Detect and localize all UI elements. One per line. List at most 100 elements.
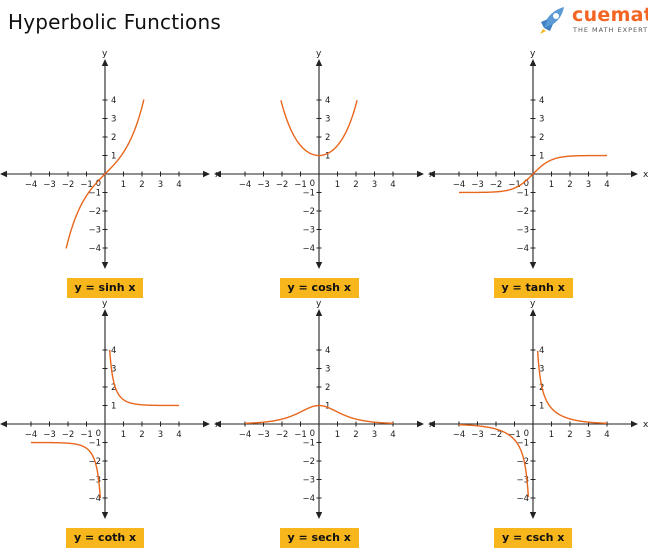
y-arrow-down-icon: [101, 512, 109, 519]
cuemath-logo: cuemath THE MATH EXPERT: [535, 3, 648, 39]
coth-curve-2: [109, 349, 179, 407]
y-tick-label: 3: [325, 115, 330, 125]
y-tick-label: 3: [539, 115, 544, 125]
x-axis-label: x: [643, 170, 648, 180]
x-tick-label: −4: [239, 180, 252, 190]
y-tick-label: 1: [539, 402, 544, 412]
y-tick-label: −2: [88, 207, 101, 217]
x-tick-label: −1: [508, 180, 521, 190]
y-arrow-down-icon: [529, 262, 537, 269]
x-tick-label: 1: [549, 430, 554, 440]
x-tick-label: 4: [604, 180, 609, 190]
y-tick-label: 2: [539, 133, 544, 143]
page-title: Hyperbolic Functions: [8, 10, 221, 34]
x-tick-label: −1: [294, 430, 307, 440]
y-arrow-up-icon: [529, 309, 537, 316]
x-tick-label: 3: [158, 430, 163, 440]
y-tick-label: 1: [111, 402, 116, 412]
y-tick-label: 4: [325, 346, 330, 356]
x-tick-label: −4: [25, 430, 38, 440]
x-axis-label: x: [643, 420, 648, 430]
x-arrow-left-icon: [0, 170, 7, 178]
y-arrow-up-icon: [315, 309, 323, 316]
cosh-curve-1: [280, 100, 358, 157]
x-arrow-left-icon: [214, 170, 221, 178]
x-arrow-left-icon: [428, 420, 435, 428]
y-arrow-up-icon: [101, 59, 109, 66]
y-tick-label: 1: [325, 152, 330, 162]
x-tick-label: −3: [471, 180, 484, 190]
csch-label: y = csch x: [494, 528, 573, 548]
y-axis-label: y: [102, 299, 108, 309]
y-tick-label: −1: [516, 189, 529, 199]
x-tick-label: −2: [276, 180, 289, 190]
csch-curve-2: [536, 350, 608, 425]
x-tick-label: 1: [335, 430, 340, 440]
y-axis-label: y: [530, 299, 536, 309]
x-tick-label: −2: [62, 180, 75, 190]
y-tick-label: −1: [302, 189, 315, 199]
logo-tagline: THE MATH EXPERT: [573, 26, 648, 34]
y-tick-label: −3: [88, 226, 101, 236]
csch-curve-1: [458, 423, 530, 498]
y-tick-label: 3: [539, 365, 544, 375]
origin-label: 0: [310, 179, 315, 189]
y-tick-label: −1: [516, 439, 529, 449]
sinh-curve-1: [65, 99, 145, 249]
y-tick-label: −4: [302, 244, 315, 254]
y-arrow-down-icon: [101, 262, 109, 269]
x-tick-label: 1: [121, 180, 126, 190]
x-tick-label: 2: [353, 180, 358, 190]
y-tick-label: 2: [111, 133, 116, 143]
y-tick-label: −2: [516, 457, 529, 467]
y-arrow-up-icon: [101, 309, 109, 316]
y-tick-label: 4: [539, 346, 544, 356]
y-tick-label: 1: [539, 152, 544, 162]
logo-wordmark: cuemath: [572, 4, 648, 26]
x-tick-label: −3: [43, 430, 56, 440]
x-tick-label: −3: [43, 180, 56, 190]
y-tick-label: −3: [302, 226, 315, 236]
x-tick-label: −3: [471, 430, 484, 440]
x-tick-label: −4: [453, 180, 466, 190]
x-tick-label: 2: [567, 430, 572, 440]
rocket-icon: [540, 7, 564, 34]
y-tick-label: −3: [516, 226, 529, 236]
x-tick-label: 2: [353, 430, 358, 440]
x-arrow-right-icon: [203, 420, 210, 428]
x-tick-label: 1: [121, 430, 126, 440]
y-arrow-down-icon: [529, 512, 537, 519]
x-tick-label: 2: [567, 180, 572, 190]
y-arrow-down-icon: [315, 262, 323, 269]
origin-label: 0: [524, 429, 529, 439]
y-arrow-up-icon: [529, 59, 537, 66]
y-tick-label: −4: [516, 244, 529, 254]
x-tick-label: −4: [239, 430, 252, 440]
x-tick-label: 4: [176, 430, 181, 440]
x-tick-label: 2: [139, 180, 144, 190]
y-arrow-up-icon: [315, 59, 323, 66]
x-arrow-right-icon: [417, 420, 424, 428]
x-arrow-right-icon: [631, 420, 638, 428]
y-tick-label: −4: [302, 494, 315, 504]
x-tick-label: −2: [62, 430, 75, 440]
x-tick-label: 4: [604, 430, 609, 440]
x-tick-label: −2: [490, 430, 503, 440]
x-arrow-right-icon: [417, 170, 424, 178]
coth-curve-1: [31, 441, 101, 499]
x-tick-label: 3: [586, 180, 591, 190]
x-tick-label: −3: [257, 180, 270, 190]
y-tick-label: −3: [88, 476, 101, 486]
x-tick-label: −1: [294, 180, 307, 190]
x-tick-label: −1: [80, 430, 93, 440]
y-tick-label: −2: [302, 457, 315, 467]
y-tick-label: −4: [88, 494, 101, 504]
x-tick-label: 3: [586, 430, 591, 440]
x-tick-label: −1: [508, 430, 521, 440]
x-tick-label: −4: [453, 430, 466, 440]
x-tick-label: 3: [372, 430, 377, 440]
y-tick-label: 4: [111, 346, 116, 356]
y-tick-label: −1: [302, 439, 315, 449]
